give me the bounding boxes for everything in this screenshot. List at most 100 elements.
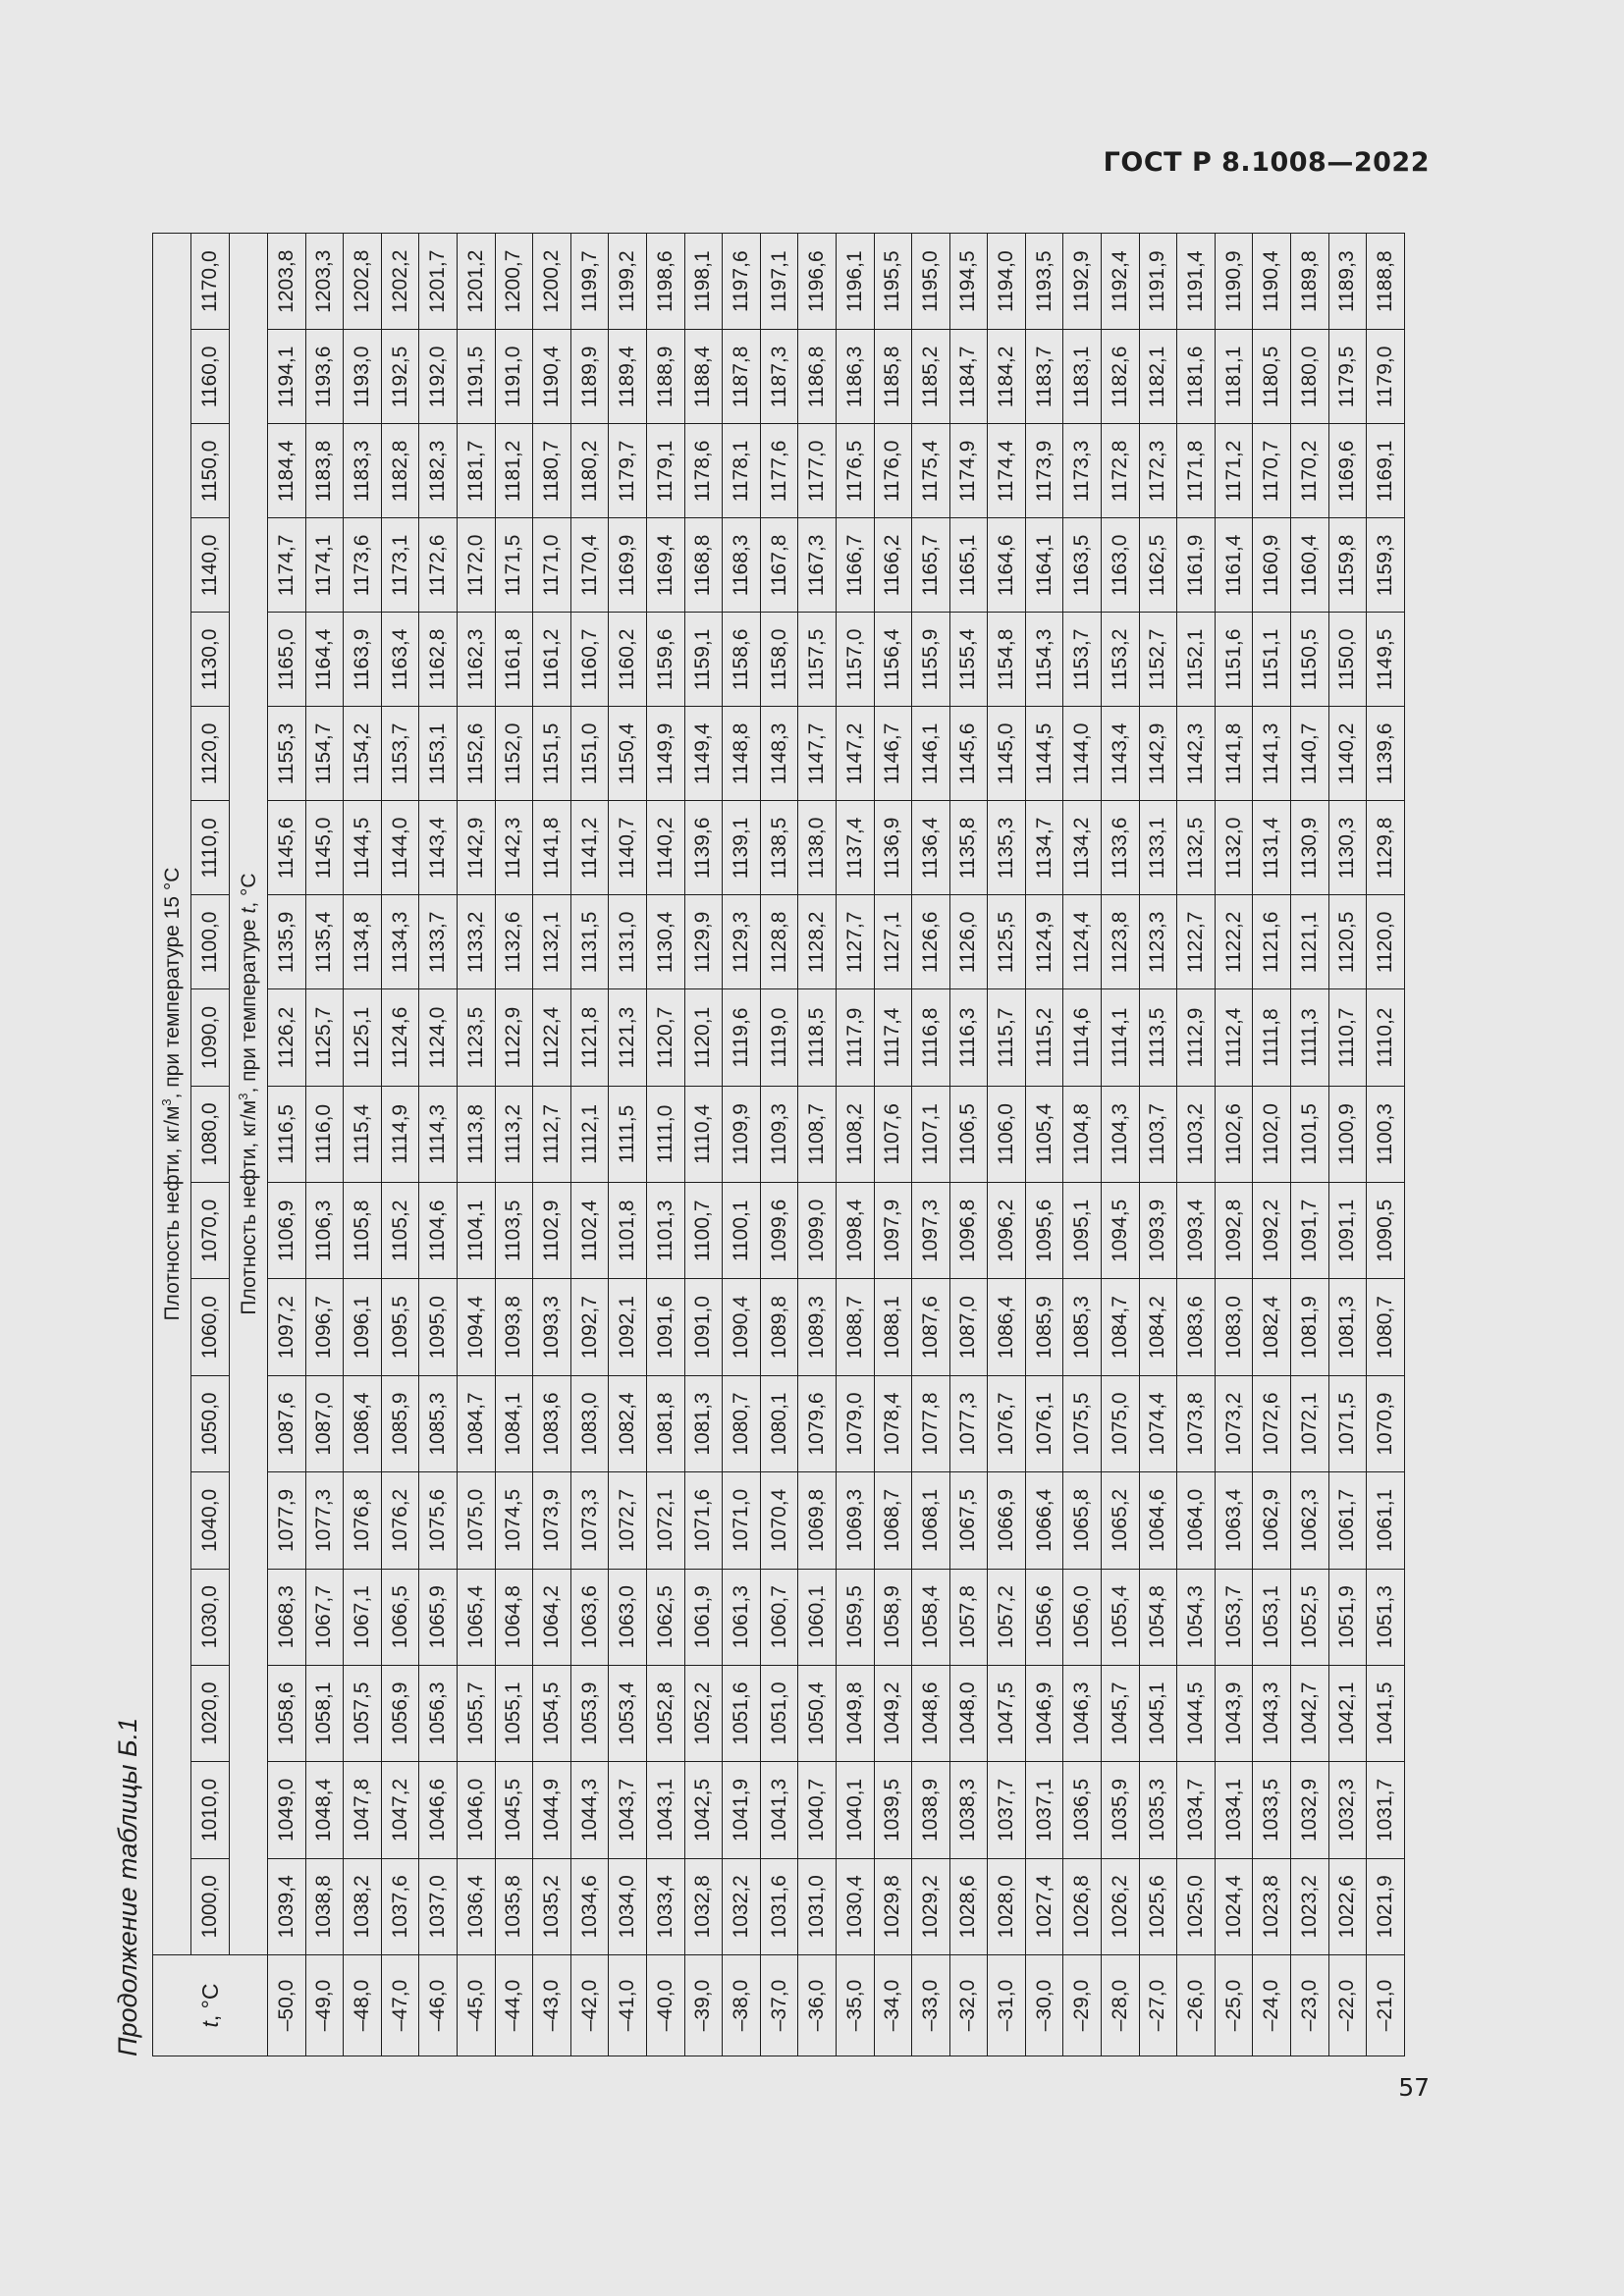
density-cell: 1111,0 bbox=[646, 1086, 685, 1183]
density-cell: 1123,8 bbox=[1101, 894, 1140, 989]
density-cell: 1120,1 bbox=[684, 988, 723, 1087]
density-cell: 1066,4 bbox=[1025, 1471, 1063, 1570]
density-cell: 1185,2 bbox=[911, 329, 950, 424]
density-cell: 1086,4 bbox=[987, 1278, 1026, 1376]
temperature-cell: –21,0 bbox=[1366, 1954, 1405, 2056]
density-cell: 1075,0 bbox=[1101, 1375, 1140, 1472]
density-cell: 1033,4 bbox=[646, 1858, 685, 1955]
density-cell: 1055,1 bbox=[495, 1665, 533, 1762]
density-cell: 1038,9 bbox=[911, 1761, 950, 1859]
density-cell: 1193,0 bbox=[343, 329, 382, 424]
density-cell: 1091,0 bbox=[684, 1278, 723, 1376]
density-cell: 1104,1 bbox=[457, 1182, 496, 1279]
density-cell: 1143,4 bbox=[1101, 706, 1140, 801]
density-cell: 1173,9 bbox=[1025, 423, 1063, 518]
density-cell: 1172,0 bbox=[457, 517, 496, 613]
density-cell: 1181,1 bbox=[1215, 329, 1253, 424]
density-cell: 1064,0 bbox=[1176, 1471, 1216, 1570]
density-cell: 1181,6 bbox=[1176, 329, 1216, 424]
column-header: 1100,0 bbox=[190, 894, 230, 989]
group-header-bottom-sup: 3 bbox=[236, 1093, 250, 1100]
density-cell: 1052,8 bbox=[646, 1665, 685, 1762]
density-cell: 1043,7 bbox=[608, 1761, 647, 1859]
table-row: –44,0 1035,8 1045,5 1055,1 1064,8 1074,5 1084,… bbox=[495, 233, 533, 2056]
density-cell: 1066,5 bbox=[381, 1569, 419, 1666]
density-15c-group-header: Плотность нефти, кг/м3, при температуре … bbox=[152, 233, 191, 1955]
density-cell: 1149,5 bbox=[1366, 612, 1405, 707]
density-cell: 1043,9 bbox=[1215, 1665, 1253, 1762]
density-cell: 1079,6 bbox=[797, 1375, 837, 1472]
density-cell: 1103,2 bbox=[1176, 1086, 1216, 1183]
density-cell: 1070,9 bbox=[1366, 1375, 1405, 1472]
density-cell: 1158,0 bbox=[760, 612, 798, 707]
density-cell: 1159,1 bbox=[684, 612, 723, 707]
density-cell: 1131,5 bbox=[570, 894, 609, 989]
density-cell: 1166,2 bbox=[874, 517, 912, 613]
density-cell: 1038,3 bbox=[949, 1761, 988, 1859]
density-cell: 1034,6 bbox=[570, 1858, 609, 1955]
temperature-cell: –36,0 bbox=[797, 1954, 837, 2056]
density-cell: 1165,7 bbox=[911, 517, 950, 613]
group-header-bottom-text-end: , °C bbox=[238, 873, 260, 908]
density-cell: 1189,4 bbox=[608, 329, 647, 424]
density-cell: 1192,5 bbox=[381, 329, 419, 424]
density-cell: 1035,3 bbox=[1139, 1761, 1177, 1859]
density-cell: 1203,8 bbox=[267, 233, 306, 330]
density-cell: 1150,5 bbox=[1290, 612, 1329, 707]
density-cell: 1063,0 bbox=[608, 1569, 647, 1666]
density-cell: 1062,3 bbox=[1290, 1471, 1329, 1570]
density-cell: 1200,7 bbox=[495, 233, 533, 330]
density-cell: 1200,2 bbox=[532, 233, 571, 330]
density-cell: 1122,9 bbox=[495, 988, 533, 1087]
density-cell: 1087,0 bbox=[305, 1375, 344, 1472]
density-cell: 1073,9 bbox=[532, 1471, 571, 1570]
density-cell: 1068,1 bbox=[911, 1471, 950, 1570]
density-cell: 1155,9 bbox=[911, 612, 950, 707]
density-cell: 1142,9 bbox=[1139, 706, 1177, 801]
density-cell: 1106,5 bbox=[949, 1086, 988, 1183]
density-cell: 1195,5 bbox=[874, 233, 912, 330]
density-cell: 1054,8 bbox=[1139, 1569, 1177, 1666]
density-cell: 1072,1 bbox=[646, 1471, 685, 1570]
density-cell: 1161,2 bbox=[532, 612, 571, 707]
density-cell: 1032,2 bbox=[722, 1858, 761, 1955]
density-cell: 1146,7 bbox=[874, 706, 912, 801]
density-cell: 1159,6 bbox=[646, 612, 685, 707]
density-cell: 1061,1 bbox=[1366, 1471, 1405, 1570]
density-cell: 1170,4 bbox=[570, 517, 609, 613]
density-cell: 1053,7 bbox=[1215, 1569, 1253, 1666]
density-cell: 1104,6 bbox=[418, 1182, 458, 1279]
column-header: 1170,0 bbox=[190, 233, 230, 330]
temperature-cell: –49,0 bbox=[305, 1954, 344, 2056]
density-cell: 1124,0 bbox=[418, 988, 458, 1087]
density-cell: 1199,2 bbox=[608, 233, 647, 330]
density-cell: 1109,3 bbox=[760, 1086, 798, 1183]
density-cell: 1070,4 bbox=[760, 1471, 798, 1570]
density-cell: 1085,3 bbox=[1062, 1278, 1102, 1376]
density-cell: 1035,9 bbox=[1101, 1761, 1140, 1859]
density-cell: 1110,2 bbox=[1366, 988, 1405, 1087]
density-cell: 1100,7 bbox=[684, 1182, 723, 1279]
density-cell: 1034,0 bbox=[608, 1858, 647, 1955]
column-header-row: 1000,0 1010,0 1020,0 1030,0 1040,0 1050,0 1060… bbox=[190, 233, 230, 2056]
density-cell: 1077,8 bbox=[911, 1375, 950, 1472]
density-cell: 1114,9 bbox=[381, 1086, 419, 1183]
density-cell: 1051,6 bbox=[722, 1665, 761, 1762]
density-cell: 1187,8 bbox=[722, 329, 761, 424]
density-cell: 1125,5 bbox=[987, 894, 1026, 989]
density-cell: 1032,8 bbox=[684, 1858, 723, 1955]
density-cell: 1134,7 bbox=[1025, 800, 1063, 895]
density-cell: 1112,1 bbox=[570, 1086, 609, 1183]
density-cell: 1106,9 bbox=[267, 1182, 306, 1279]
column-header: 1090,0 bbox=[190, 988, 230, 1087]
density-cell: 1140,7 bbox=[608, 800, 647, 895]
density-cell: 1069,3 bbox=[836, 1471, 874, 1570]
density-cell: 1189,3 bbox=[1328, 233, 1367, 330]
density-cell: 1126,0 bbox=[949, 894, 988, 989]
density-cell: 1129,9 bbox=[684, 894, 723, 989]
density-cell: 1040,7 bbox=[797, 1761, 837, 1859]
density-cell: 1048,6 bbox=[911, 1665, 950, 1762]
column-header: 1150,0 bbox=[190, 423, 230, 518]
density-cell: 1132,5 bbox=[1176, 800, 1216, 895]
density-cell: 1157,0 bbox=[836, 612, 874, 707]
